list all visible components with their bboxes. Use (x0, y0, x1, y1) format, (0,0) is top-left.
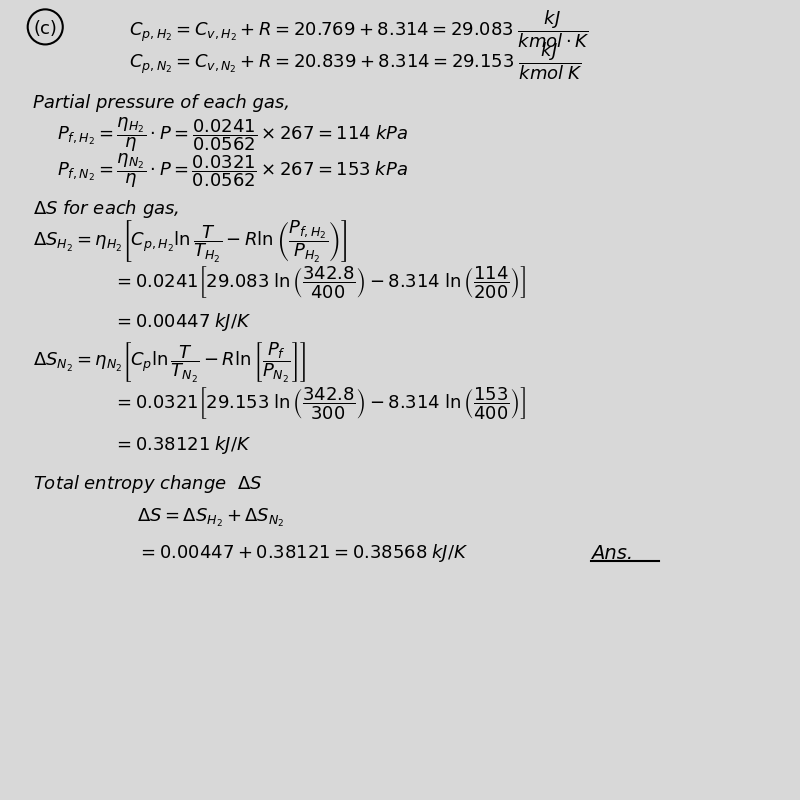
Text: $= 0.00447 + 0.38121 = 0.38568\;kJ/K$: $= 0.00447 + 0.38121 = 0.38568\;kJ/K$ (137, 542, 468, 564)
Text: $\Delta S_{H_2} = \eta_{H_2}\left[C_{p,H_2}\ln\dfrac{T}{T_{H_2}} - R\ln\left(\df: $\Delta S_{H_2} = \eta_{H_2}\left[C_{p,H… (34, 218, 348, 263)
Text: $= 0.00447\;kJ/K$: $= 0.00447\;kJ/K$ (113, 311, 251, 333)
Text: $= 0.0321\left[29.153\;\ln\left(\dfrac{342.8}{300}\right) - 8.314\;\ln\left(\dfr: $= 0.0321\left[29.153\;\ln\left(\dfrac{3… (113, 385, 526, 421)
Text: Ans.: Ans. (591, 543, 634, 562)
Text: $P_{f,N_2} = \dfrac{\eta_{N_2}}{\eta} \cdot P = \dfrac{0.0321}{0.0562} \times 26: $P_{f,N_2} = \dfrac{\eta_{N_2}}{\eta} \c… (57, 151, 408, 190)
Text: Partial pressure of each gas,: Partial pressure of each gas, (34, 94, 290, 112)
Text: $\Delta S = \Delta S_{H_2} + \Delta S_{N_2}$: $\Delta S = \Delta S_{H_2} + \Delta S_{N… (137, 507, 285, 529)
Text: $C_{p,H_2} = C_{v,H_2} + R = 20.769 + 8.314 = 29.083\;\dfrac{kJ}{kmol \cdot K}$: $C_{p,H_2} = C_{v,H_2} + R = 20.769 + 8.… (129, 9, 590, 50)
Text: $P_{f,H_2} = \dfrac{\eta_{H_2}}{\eta} \cdot P = \dfrac{0.0241}{0.0562} \times 26: $P_{f,H_2} = \dfrac{\eta_{H_2}}{\eta} \c… (57, 115, 408, 154)
Text: $= 0.38121\;kJ/K$: $= 0.38121\;kJ/K$ (113, 434, 251, 456)
Text: (c): (c) (34, 20, 57, 38)
Text: $C_{p,N_2} = C_{v,N_2} + R = 20.839 + 8.314 = 29.153\;\dfrac{kJ}{kmol\;K}$: $C_{p,N_2} = C_{v,N_2} + R = 20.839 + 8.… (129, 40, 582, 82)
Text: Total entropy change  $\Delta S$: Total entropy change $\Delta S$ (34, 473, 262, 494)
Text: $\Delta S_{N_2} = \eta_{N_2}\left[C_p\ln\dfrac{T}{T_{N_2}} - R\ln\left[\dfrac{P_: $\Delta S_{N_2} = \eta_{N_2}\left[C_p\ln… (34, 340, 306, 384)
Text: $= 0.0241\left[29.083\;\ln\left(\dfrac{342.8}{400}\right) - 8.314\;\ln\left(\dfr: $= 0.0241\left[29.083\;\ln\left(\dfrac{3… (113, 264, 526, 300)
Text: $\Delta S$ for each gas,: $\Delta S$ for each gas, (34, 198, 180, 220)
